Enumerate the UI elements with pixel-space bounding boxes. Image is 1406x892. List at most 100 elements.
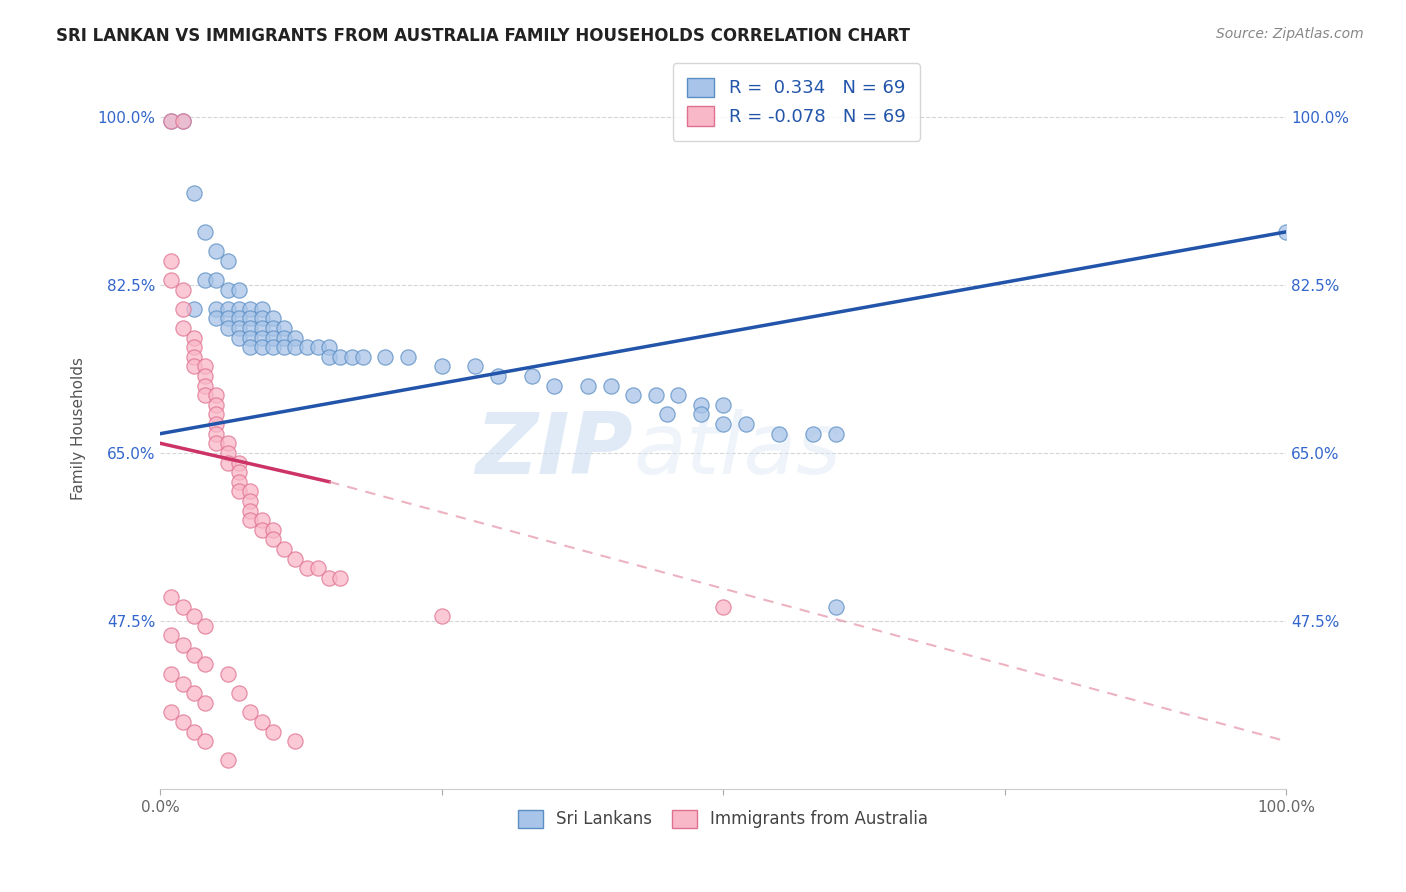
Point (228, 456, 250, 470)
Point (217, 436, 239, 450)
Point (194, 273, 217, 287)
Point (430, 359, 453, 374)
Point (284, 811, 307, 825)
Point (205, 417, 228, 431)
Point (205, 388, 228, 402)
Point (194, 225, 217, 239)
Point (734, 417, 756, 431)
Point (194, 378, 217, 392)
Point (250, 311, 273, 326)
Text: ZIP: ZIP (475, 409, 633, 492)
Point (239, 340, 262, 354)
Point (250, 340, 273, 354)
Point (284, 734, 307, 748)
Point (711, 599, 734, 614)
Point (228, 686, 250, 700)
Point (228, 475, 250, 489)
Point (183, 609, 205, 624)
Point (250, 513, 273, 527)
Point (217, 311, 239, 326)
Point (520, 369, 543, 384)
Point (205, 426, 228, 441)
Point (183, 186, 205, 201)
Point (205, 301, 228, 316)
Point (576, 378, 599, 392)
Point (217, 446, 239, 460)
Point (228, 792, 250, 806)
Point (239, 503, 262, 517)
Point (239, 330, 262, 344)
Point (205, 244, 228, 258)
Point (217, 753, 239, 767)
Point (284, 330, 307, 344)
Point (340, 350, 363, 364)
Point (228, 330, 250, 344)
Point (205, 408, 228, 422)
Point (172, 301, 194, 316)
Point (183, 648, 205, 662)
Point (183, 359, 205, 374)
Point (262, 340, 284, 354)
Point (217, 301, 239, 316)
Point (172, 714, 194, 729)
Point (217, 283, 239, 297)
Point (217, 321, 239, 335)
Point (464, 359, 486, 374)
Point (329, 350, 352, 364)
Point (160, 667, 183, 681)
Point (194, 734, 217, 748)
Point (273, 321, 295, 335)
Point (160, 628, 183, 642)
Point (262, 533, 284, 547)
Point (172, 599, 194, 614)
Point (194, 657, 217, 672)
Point (205, 436, 228, 450)
Point (172, 114, 194, 128)
Point (239, 513, 262, 527)
Point (318, 340, 340, 354)
Point (262, 311, 284, 326)
Point (172, 114, 194, 128)
Point (228, 484, 250, 499)
Point (194, 369, 217, 384)
Point (655, 408, 678, 422)
Text: Source: ZipAtlas.com: Source: ZipAtlas.com (1216, 27, 1364, 41)
Point (262, 523, 284, 537)
Point (273, 330, 295, 344)
Point (183, 330, 205, 344)
Point (194, 359, 217, 374)
Point (250, 523, 273, 537)
Legend: Sri Lankans, Immigrants from Australia: Sri Lankans, Immigrants from Australia (512, 803, 935, 835)
Point (172, 676, 194, 690)
Point (824, 426, 846, 441)
Point (801, 426, 824, 441)
Point (689, 408, 711, 422)
Point (250, 714, 273, 729)
Point (160, 253, 183, 268)
Point (239, 321, 262, 335)
Point (183, 686, 205, 700)
Point (239, 301, 262, 316)
Point (160, 114, 183, 128)
Point (374, 350, 396, 364)
Point (284, 340, 307, 354)
Point (183, 724, 205, 739)
Point (205, 398, 228, 412)
Point (194, 696, 217, 710)
Point (228, 321, 250, 335)
Point (711, 398, 734, 412)
Point (768, 426, 790, 441)
Point (352, 350, 374, 364)
Point (307, 561, 329, 575)
Point (217, 456, 239, 470)
Point (318, 571, 340, 585)
Point (172, 321, 194, 335)
Point (194, 619, 217, 633)
Point (183, 301, 205, 316)
Point (599, 378, 621, 392)
Point (295, 340, 318, 354)
Point (239, 484, 262, 499)
Point (273, 340, 295, 354)
Point (295, 561, 318, 575)
Point (666, 388, 689, 402)
